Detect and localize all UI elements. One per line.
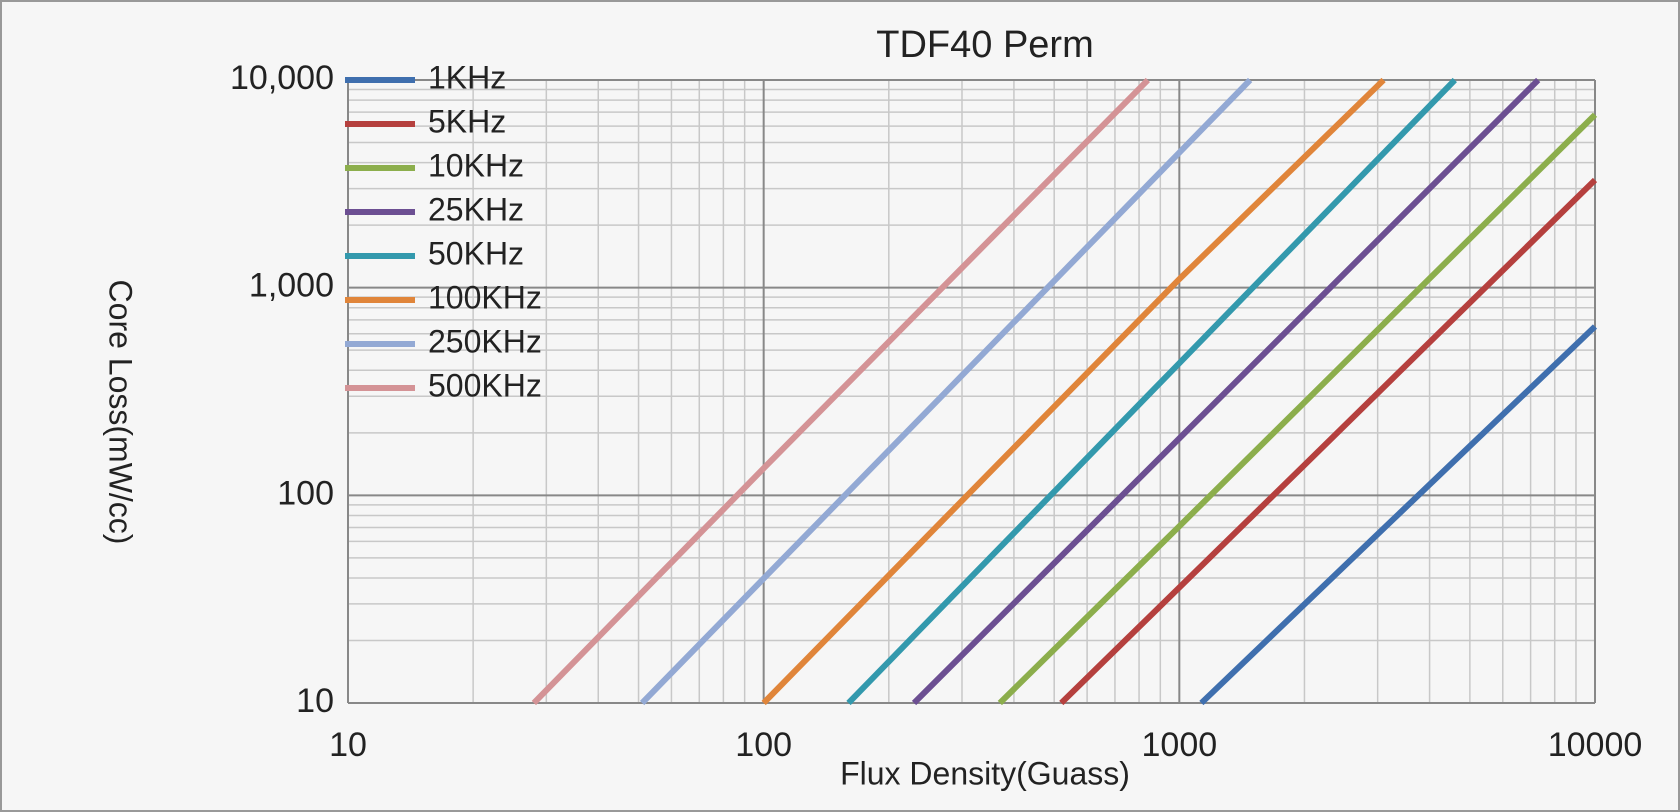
x-tick-label: 10000: [1548, 726, 1643, 764]
legend-label: 100KHz: [428, 279, 542, 315]
legend-label: 5KHz: [428, 103, 506, 139]
legend-label: 500KHz: [428, 367, 542, 403]
data-line: [761, 77, 1386, 706]
legend-label: 25KHz: [428, 191, 524, 227]
data-line: [639, 77, 1253, 706]
y-tick-label: 10: [296, 682, 334, 720]
legend-label: 10KHz: [428, 147, 524, 183]
legend-label: 1KHz: [428, 59, 506, 95]
y-tick-label: 1,000: [249, 267, 334, 305]
x-axis-title: Flux Density(Guass): [840, 755, 1130, 791]
chart-title: TDF40 Perm: [876, 24, 1093, 66]
y-tick-label: 10,000: [230, 59, 334, 97]
legend-label: 50KHz: [428, 235, 524, 271]
data-line: [997, 112, 1598, 706]
x-tick-label: 1000: [1142, 726, 1218, 764]
data-line: [1059, 177, 1598, 706]
data-line: [531, 77, 1150, 706]
x-tick-label: 100: [735, 726, 792, 764]
legend-label: 250KHz: [428, 323, 542, 359]
data-line: [911, 77, 1541, 706]
x-tick-label: 10: [329, 726, 367, 764]
data-line: [846, 77, 1457, 706]
y-axis-title: Core Loss(mW/cc): [103, 280, 139, 545]
y-tick-label: 100: [277, 474, 334, 512]
data-line: [1199, 324, 1598, 706]
